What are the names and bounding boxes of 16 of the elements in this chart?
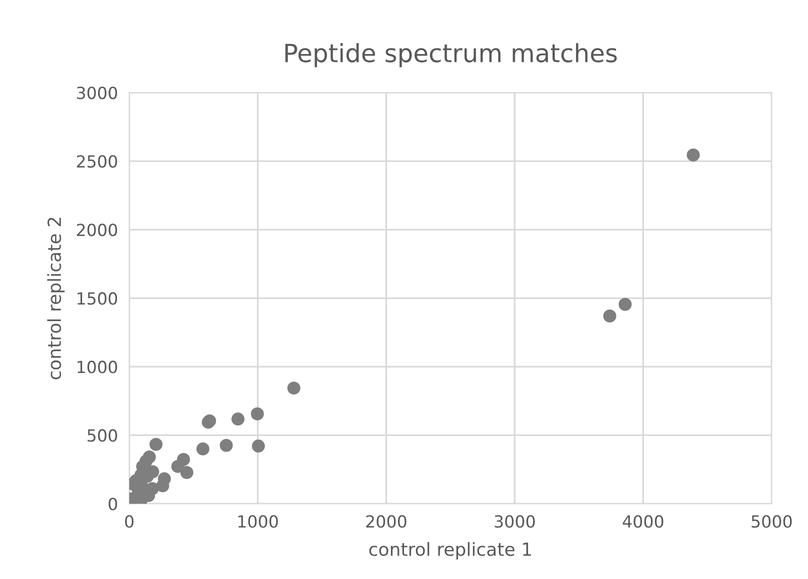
y-tick-label: 1500 [78, 292, 118, 305]
x-tick-label: 3000 [494, 515, 535, 528]
x-tick-label: 4000 [622, 515, 664, 528]
y-tick-label: 3000 [77, 86, 118, 100]
y-tick-label: 0 [108, 498, 118, 510]
y-axis-title: control replicate 2 [47, 218, 65, 380]
chart-title: Peptide spectrum matches [285, 43, 617, 68]
x-tick-label: 2000 [366, 515, 406, 528]
x-tick-label: 5000 [752, 515, 792, 528]
x-tick-label: 0 [125, 515, 134, 528]
x-axis-title: control replicate 1 [369, 542, 531, 560]
y-tick-label: 2000 [76, 224, 118, 236]
y-tick-label: 2500 [76, 155, 118, 168]
x-tick-label: 1000 [238, 515, 278, 528]
y-tick-label: 500 [88, 429, 118, 442]
y-tick-label: 1000 [78, 360, 118, 374]
